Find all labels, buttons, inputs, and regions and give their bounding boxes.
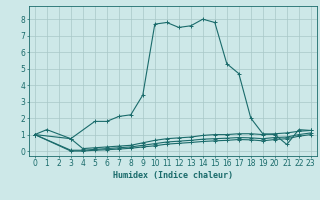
X-axis label: Humidex (Indice chaleur): Humidex (Indice chaleur): [113, 171, 233, 180]
